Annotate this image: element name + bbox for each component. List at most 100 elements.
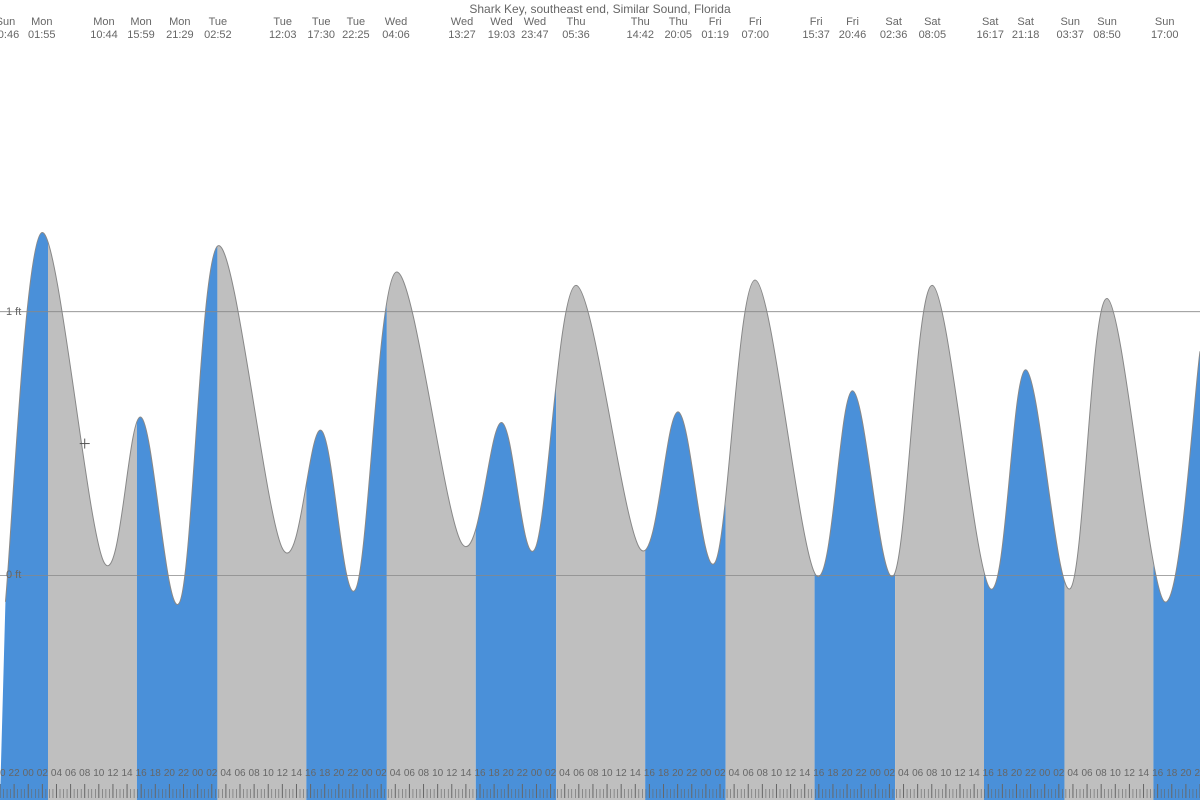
hour-label: 00 <box>1039 768 1050 779</box>
hour-label: 00 <box>192 768 203 779</box>
hour-label: 02 <box>1053 768 1064 779</box>
extreme-label: Wed13:27 <box>448 16 476 42</box>
hour-label: 08 <box>79 768 90 779</box>
hour-label: 08 <box>249 768 260 779</box>
hour-label: 04 <box>51 768 62 779</box>
hour-label: 02 <box>545 768 556 779</box>
extreme-label: Mon15:59 <box>127 16 155 42</box>
hour-label: 10 <box>771 768 782 779</box>
hour-label: 20 <box>1180 768 1191 779</box>
hour-label: 06 <box>573 768 584 779</box>
hour-label: 00 <box>700 768 711 779</box>
hour-label: 02 <box>714 768 725 779</box>
hour-label: 06 <box>65 768 76 779</box>
hour-label: 08 <box>926 768 937 779</box>
extreme-label: Tue17:30 <box>307 16 335 42</box>
hour-label: 08 <box>757 768 768 779</box>
hour-label: 10 <box>93 768 104 779</box>
hour-label: 20 <box>841 768 852 779</box>
hour-label: 00 <box>531 768 542 779</box>
hour-label: 14 <box>969 768 980 779</box>
hour-label: 12 <box>277 768 288 779</box>
extreme-label: Tue22:25 <box>342 16 370 42</box>
hour-label: 20 <box>503 768 514 779</box>
hour-label: 18 <box>827 768 838 779</box>
extreme-label: Fri15:37 <box>802 16 830 42</box>
hour-label: 22 <box>1025 768 1036 779</box>
hour-label: 02 <box>206 768 217 779</box>
hour-label: 12 <box>446 768 457 779</box>
extreme-label: Mon10:44 <box>90 16 118 42</box>
extreme-label: Sun03:37 <box>1056 16 1084 42</box>
chart-title: Shark Key, southeast end, Similar Sound,… <box>0 2 1200 16</box>
hour-label: 12 <box>616 768 627 779</box>
hour-label: 04 <box>220 768 231 779</box>
hour-label: 06 <box>404 768 415 779</box>
hour-label: 12 <box>785 768 796 779</box>
chart-svg <box>0 0 1200 800</box>
extreme-label: Wed19:03 <box>488 16 516 42</box>
hour-label: 22 <box>347 768 358 779</box>
extreme-label: Fri07:00 <box>742 16 770 42</box>
hour-label: 02 <box>884 768 895 779</box>
hour-label: 20 <box>333 768 344 779</box>
hour-label: 22 <box>686 768 697 779</box>
hour-label: 04 <box>390 768 401 779</box>
hour-label: 20 <box>1011 768 1022 779</box>
hour-label: 16 <box>1152 768 1163 779</box>
hour-label: 14 <box>1138 768 1149 779</box>
extreme-label: Sat21:18 <box>1012 16 1040 42</box>
hour-label: 04 <box>729 768 740 779</box>
hour-label: 10 <box>601 768 612 779</box>
hour-label: 20 <box>164 768 175 779</box>
extreme-label: Sat02:36 <box>880 16 908 42</box>
hour-label: 10 <box>432 768 443 779</box>
extreme-label: Wed23:47 <box>521 16 549 42</box>
extreme-label: Fri01:19 <box>701 16 729 42</box>
hour-label: 10 <box>263 768 274 779</box>
hour-label: 18 <box>150 768 161 779</box>
extreme-label: Sat16:17 <box>976 16 1004 42</box>
hour-label: 12 <box>1124 768 1135 779</box>
hour-label: 18 <box>997 768 1008 779</box>
extreme-label: Sun08:50 <box>1093 16 1121 42</box>
hour-label: 18 <box>658 768 669 779</box>
hour-label: 16 <box>983 768 994 779</box>
hour-label: 16 <box>136 768 147 779</box>
extreme-label: Thu05:36 <box>562 16 590 42</box>
hour-label: 10 <box>1110 768 1121 779</box>
extreme-label: Mon21:29 <box>166 16 194 42</box>
hour-label: 00 <box>23 768 34 779</box>
hour-label: 16 <box>644 768 655 779</box>
tide-chart: Shark Key, southeast end, Similar Sound,… <box>0 0 1200 800</box>
hour-label: 22 <box>178 768 189 779</box>
hour-label: 18 <box>489 768 500 779</box>
extreme-label: Fri20:46 <box>839 16 867 42</box>
hour-label: 14 <box>121 768 132 779</box>
hour-label: 00 <box>870 768 881 779</box>
extreme-label: Sat08:05 <box>919 16 947 42</box>
hour-label: 22 <box>517 768 528 779</box>
extreme-label: Wed04:06 <box>382 16 410 42</box>
hour-label: 02 <box>376 768 387 779</box>
extreme-label: Sun20:46 <box>0 16 19 42</box>
hour-label: 06 <box>743 768 754 779</box>
hour-label: 14 <box>291 768 302 779</box>
hour-label: 06 <box>912 768 923 779</box>
extreme-label: Thu14:42 <box>626 16 654 42</box>
hour-label: 12 <box>954 768 965 779</box>
hour-label: 10 <box>940 768 951 779</box>
hour-label: 02 <box>37 768 48 779</box>
hour-label: 04 <box>559 768 570 779</box>
hour-label: 08 <box>1096 768 1107 779</box>
hour-label: 12 <box>107 768 118 779</box>
hour-label: 14 <box>630 768 641 779</box>
hour-label: 16 <box>813 768 824 779</box>
extreme-label: Tue02:52 <box>204 16 232 42</box>
extreme-label: Sun17:00 <box>1151 16 1179 42</box>
hour-label: 18 <box>319 768 330 779</box>
extreme-label: Mon01:55 <box>28 16 56 42</box>
hour-label: 22 <box>1194 768 1200 779</box>
extreme-label: Tue12:03 <box>269 16 297 42</box>
hour-label: 20 <box>672 768 683 779</box>
